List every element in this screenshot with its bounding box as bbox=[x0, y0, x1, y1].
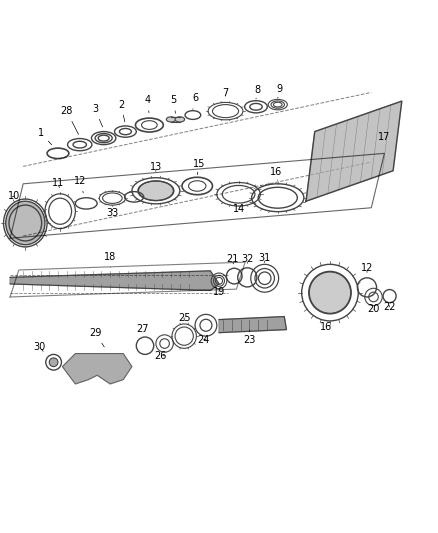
Text: 29: 29 bbox=[89, 328, 104, 347]
Text: 6: 6 bbox=[192, 93, 198, 109]
Ellipse shape bbox=[175, 117, 185, 122]
Ellipse shape bbox=[6, 201, 45, 245]
Text: 24: 24 bbox=[198, 335, 210, 345]
Text: 18: 18 bbox=[104, 252, 117, 268]
Text: 8: 8 bbox=[254, 85, 260, 99]
Polygon shape bbox=[10, 271, 219, 290]
Text: 32: 32 bbox=[241, 254, 254, 264]
Text: 3: 3 bbox=[92, 104, 102, 127]
Text: 27: 27 bbox=[137, 324, 149, 334]
Polygon shape bbox=[219, 317, 286, 333]
Ellipse shape bbox=[166, 117, 176, 122]
Text: 2: 2 bbox=[118, 100, 125, 122]
Text: 17: 17 bbox=[378, 132, 391, 142]
Polygon shape bbox=[306, 101, 402, 201]
Text: 5: 5 bbox=[170, 95, 177, 114]
Text: 16: 16 bbox=[319, 321, 332, 332]
Text: 21: 21 bbox=[226, 254, 238, 264]
Text: 4: 4 bbox=[144, 95, 150, 113]
Text: 20: 20 bbox=[367, 304, 380, 314]
Ellipse shape bbox=[309, 272, 351, 313]
Text: 26: 26 bbox=[154, 351, 166, 361]
Text: 23: 23 bbox=[243, 330, 256, 345]
Text: 30: 30 bbox=[34, 342, 46, 352]
Text: 1: 1 bbox=[38, 128, 52, 145]
Circle shape bbox=[49, 358, 58, 367]
Text: 28: 28 bbox=[60, 106, 78, 134]
Text: 16: 16 bbox=[269, 167, 282, 180]
Text: 31: 31 bbox=[258, 253, 271, 263]
Text: 25: 25 bbox=[178, 313, 191, 323]
Text: 15: 15 bbox=[193, 159, 205, 175]
Text: 12: 12 bbox=[361, 263, 373, 273]
Polygon shape bbox=[62, 353, 132, 384]
Text: 19: 19 bbox=[213, 287, 225, 297]
Text: 22: 22 bbox=[383, 302, 396, 312]
Text: 11: 11 bbox=[52, 178, 64, 188]
Text: 9: 9 bbox=[277, 84, 283, 98]
Text: 14: 14 bbox=[233, 204, 245, 214]
Text: 33: 33 bbox=[106, 208, 119, 219]
Text: 10: 10 bbox=[8, 191, 21, 201]
Ellipse shape bbox=[138, 181, 173, 200]
Text: 13: 13 bbox=[150, 162, 162, 172]
Text: 12: 12 bbox=[74, 176, 86, 193]
Text: 7: 7 bbox=[223, 88, 229, 98]
